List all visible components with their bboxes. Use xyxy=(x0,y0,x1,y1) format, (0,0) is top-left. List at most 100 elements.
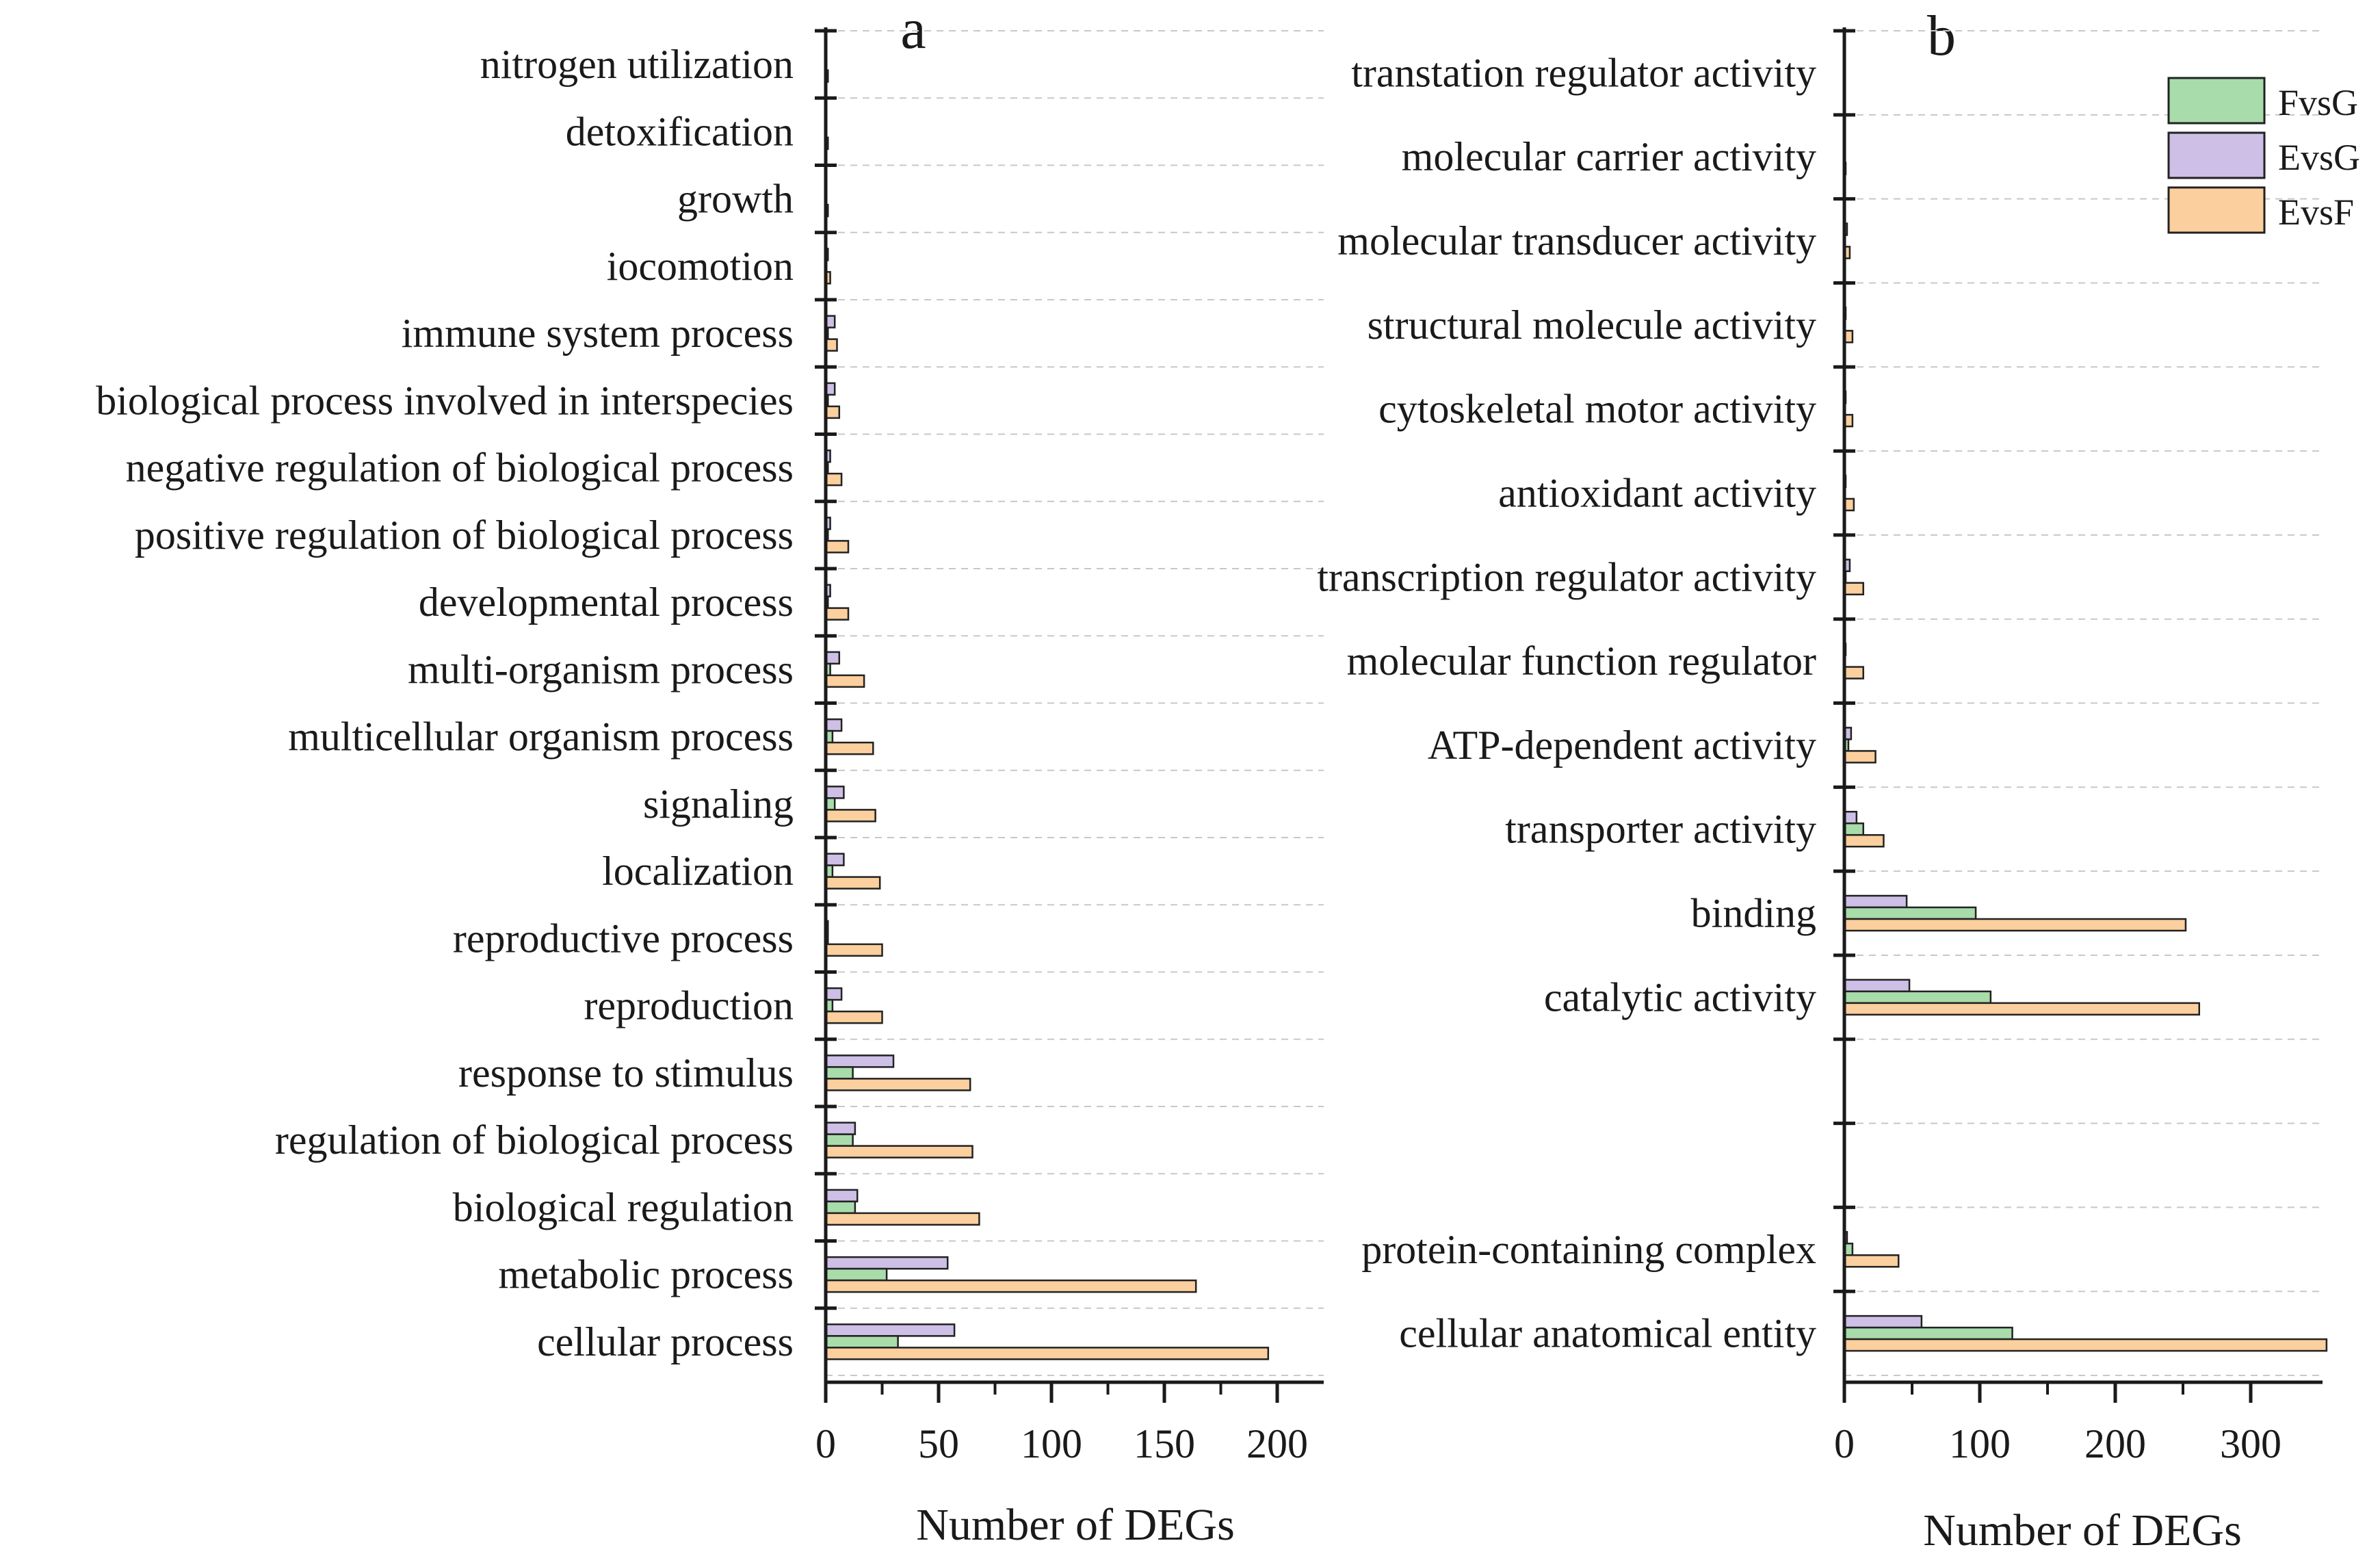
panel-a-category-metabolic-process: metabolic process xyxy=(498,1252,794,1297)
panel-a-bar-fvsg-regulation-of-biological-process xyxy=(824,1133,854,1147)
panel-b-bar-fvsg-catalytic-activity xyxy=(1843,990,1992,1005)
panel-a-bar-evsf-biological-process-involved-in-interspecies xyxy=(824,405,841,419)
panel-a-category-reproductive-process: reproductive process xyxy=(453,916,794,961)
legend-item-evsf: EvsF xyxy=(2167,186,2354,234)
panel-a-bar-fvsg-metabolic-process xyxy=(824,1267,888,1282)
panel-b-bar-fvsg-transporter-activity xyxy=(1843,822,1864,836)
panel-a-bar-evsg-cellular-process xyxy=(824,1323,956,1337)
panel-a-bar-evsf-biological-regulation xyxy=(824,1212,980,1226)
panel-b-bar-evsf-protein-containing-complex xyxy=(1843,1254,1900,1268)
panel-b-category-molecular-transducer-activity: molecular transducer activity xyxy=(1337,218,1816,263)
panel-a-bar-evsg-multicellular-organism-process xyxy=(824,718,843,732)
legend-item-fvsg: FvsG xyxy=(2167,77,2358,125)
panel-a-bar-evsg-response-to-stimulus xyxy=(824,1054,895,1068)
panel-a-category-detoxification: detoxification xyxy=(566,109,794,154)
panel-b-tick-labels: 0 100 200 300 xyxy=(1834,1421,2281,1466)
panel-b-bar-evsf-transporter-activity xyxy=(1843,833,1885,848)
legend-swatch-evsg xyxy=(2167,131,2266,179)
panel-b-category-structural-molecule-activity: structural molecule activity xyxy=(1368,302,1816,348)
panel-a-category-biological-regulation: biological regulation xyxy=(453,1184,794,1230)
panel-a-bar-evsf-cellular-process xyxy=(824,1347,1270,1360)
panel-b-category-molecular-function-regulator: molecular function regulator xyxy=(1347,638,1816,684)
legend-label-fvsg: FvsG xyxy=(2278,82,2358,123)
panel-a-x-tick-label: 50 xyxy=(918,1421,959,1466)
panel-b-category-labels: transtation regulator activity molecular … xyxy=(1317,50,1816,1356)
panel-a-bar-evsf-positive-regulation-of-biological-process xyxy=(824,540,850,554)
legend: FvsG EvsG EvsF xyxy=(2167,77,2360,234)
panel-a-category-iocomotion: iocomotion xyxy=(607,244,794,289)
panel-a-bar-fvsg-cellular-process xyxy=(824,1335,899,1349)
panel-a-category-labels: nitrogen utilization detoxification growth… xyxy=(96,42,794,1364)
panel-a-bars xyxy=(824,69,1270,1360)
panel-b-x-tick-label: 300 xyxy=(2220,1421,2281,1466)
panel-b-x-tick-label: 0 xyxy=(1834,1421,1855,1466)
panel-a-category-negative-regulation-of-biological-process: negative regulation of biological proces… xyxy=(126,445,794,491)
panel-a-category-localization: localization xyxy=(602,849,794,894)
panel-a-category-developmental-process: developmental process xyxy=(419,580,794,625)
panel-a-category-regulation-of-biological-process: regulation of biological process xyxy=(275,1117,794,1163)
panel-b-x-tick-label: 100 xyxy=(1949,1421,2011,1466)
panel-b-category-protein-containing-complex: protein-containing complex xyxy=(1361,1227,1816,1272)
panel-b-chart: b transtation regulator activity molecula… xyxy=(1317,4,2328,1554)
panel-b-category-transtation-regulator-activity: transtation regulator activity xyxy=(1351,50,1816,95)
legend-swatch-evsf xyxy=(2167,186,2266,234)
panel-b-category-binding: binding xyxy=(1691,891,1816,936)
panel-a-category-signaling: signaling xyxy=(643,781,794,827)
panel-a-axes xyxy=(815,27,1324,1403)
legend-label-evsf: EvsF xyxy=(2278,192,2354,233)
panel-b-axes xyxy=(1833,27,2323,1403)
panel-a-bar-evsg-metabolic-process xyxy=(824,1256,949,1270)
panel-b-bar-evsf-cellular-anatomical-entity xyxy=(1843,1338,2328,1352)
panel-b-category-cytoskeletal-motor-activity: cytoskeletal motor activity xyxy=(1378,387,1816,432)
panel-b-bar-evsf-binding xyxy=(1843,918,2187,932)
panel-a-bar-evsf-multi-organism-process xyxy=(824,674,865,688)
panel-a-bar-evsf-signaling xyxy=(824,809,876,823)
panel-a-bar-evsf-multicellular-organism-process xyxy=(824,741,874,755)
panel-a-bar-evsf-negative-regulation-of-biological-process xyxy=(824,472,843,487)
panel-b-bar-evsg-binding xyxy=(1843,894,1908,909)
panel-a-bar-evsf-developmental-process xyxy=(824,607,850,621)
legend-swatch-fvsg xyxy=(2167,77,2266,125)
panel-a-x-tick-label: 200 xyxy=(1246,1421,1308,1466)
panel-b-bar-evsf-catalytic-activity xyxy=(1843,1002,2201,1016)
panel-a-x-tick-label: 0 xyxy=(815,1421,836,1466)
panel-a-bar-evsg-localization xyxy=(824,853,845,866)
panel-b-category-cellular-anatomical-entity: cellular anatomical entity xyxy=(1399,1311,1816,1356)
panel-b-bar-evsg-transporter-activity xyxy=(1843,810,1858,825)
panel-a-tick-labels: 0 50 100 150 200 xyxy=(815,1421,1308,1466)
panel-a-bar-evsf-response-to-stimulus xyxy=(824,1078,971,1091)
panel-a-bar-evsf-localization xyxy=(824,876,881,890)
panel-b-category-catalytic-activity: catalytic activity xyxy=(1544,974,1816,1020)
panel-a-bar-evsg-biological-regulation xyxy=(824,1189,859,1203)
panel-b-bar-evsf-transcription-regulator-activity xyxy=(1843,582,1864,596)
panel-a-bar-evsg-reproduction xyxy=(824,987,843,1001)
panel-b-category-transcription-regulator-activity: transcription regulator activity xyxy=(1317,554,1816,599)
panel-b-bar-fvsg-cellular-anatomical-entity xyxy=(1843,1326,2013,1341)
panel-b-bar-evsg-catalytic-activity xyxy=(1843,979,1911,993)
panel-a-x-tick-label: 150 xyxy=(1134,1421,1195,1466)
panel-a-bar-evsf-metabolic-process xyxy=(824,1279,1197,1293)
panel-b-x-tick-label: 200 xyxy=(2084,1421,2146,1466)
panel-a-category-biological-process-involved-in-interspecies: biological process involved in interspec… xyxy=(96,378,794,423)
panel-a-category-growth: growth xyxy=(677,177,794,222)
panel-b-bar-evsf-molecular-function-regulator xyxy=(1843,666,1864,679)
panel-a-category-cellular-process: cellular process xyxy=(537,1319,794,1364)
panel-b-category-atp-dependent-activity: ATP-dependent activity xyxy=(1428,723,1816,768)
panel-b-bar-evsg-cellular-anatomical-entity xyxy=(1843,1315,1923,1329)
panel-a-category-multi-organism-process: multi-organism process xyxy=(408,647,794,692)
panel-a-bar-evsg-regulation-of-biological-process xyxy=(824,1122,856,1135)
panel-b-bar-fvsg-binding xyxy=(1843,906,1977,920)
panel-a-bar-evsg-signaling xyxy=(824,786,845,799)
panel-b-x-axis-title: Number of DEGs xyxy=(1923,1505,2242,1554)
panel-a-bar-evsf-regulation-of-biological-process xyxy=(824,1145,973,1158)
legend-item-evsg: EvsG xyxy=(2167,131,2360,179)
panel-b-category-molecular-carrier-activity: molecular carrier activity xyxy=(1402,134,1816,179)
panel-b-category-antioxidant-activity: antioxidant activity xyxy=(1498,470,1816,515)
panel-a-category-nitrogen-utilization: nitrogen utilization xyxy=(480,42,794,87)
panel-a-bar-fvsg-response-to-stimulus xyxy=(824,1066,854,1080)
panel-a-x-axis-title: Number of DEGs xyxy=(916,1500,1235,1550)
panel-a-bar-evsf-reproductive-process xyxy=(824,943,883,957)
panel-a-chart: a nitrogen utilizationdetoxificationgrow… xyxy=(96,0,1324,1550)
panel-a-category-positive-regulation-of-biological-process: positive regulation of biological proces… xyxy=(135,513,794,558)
